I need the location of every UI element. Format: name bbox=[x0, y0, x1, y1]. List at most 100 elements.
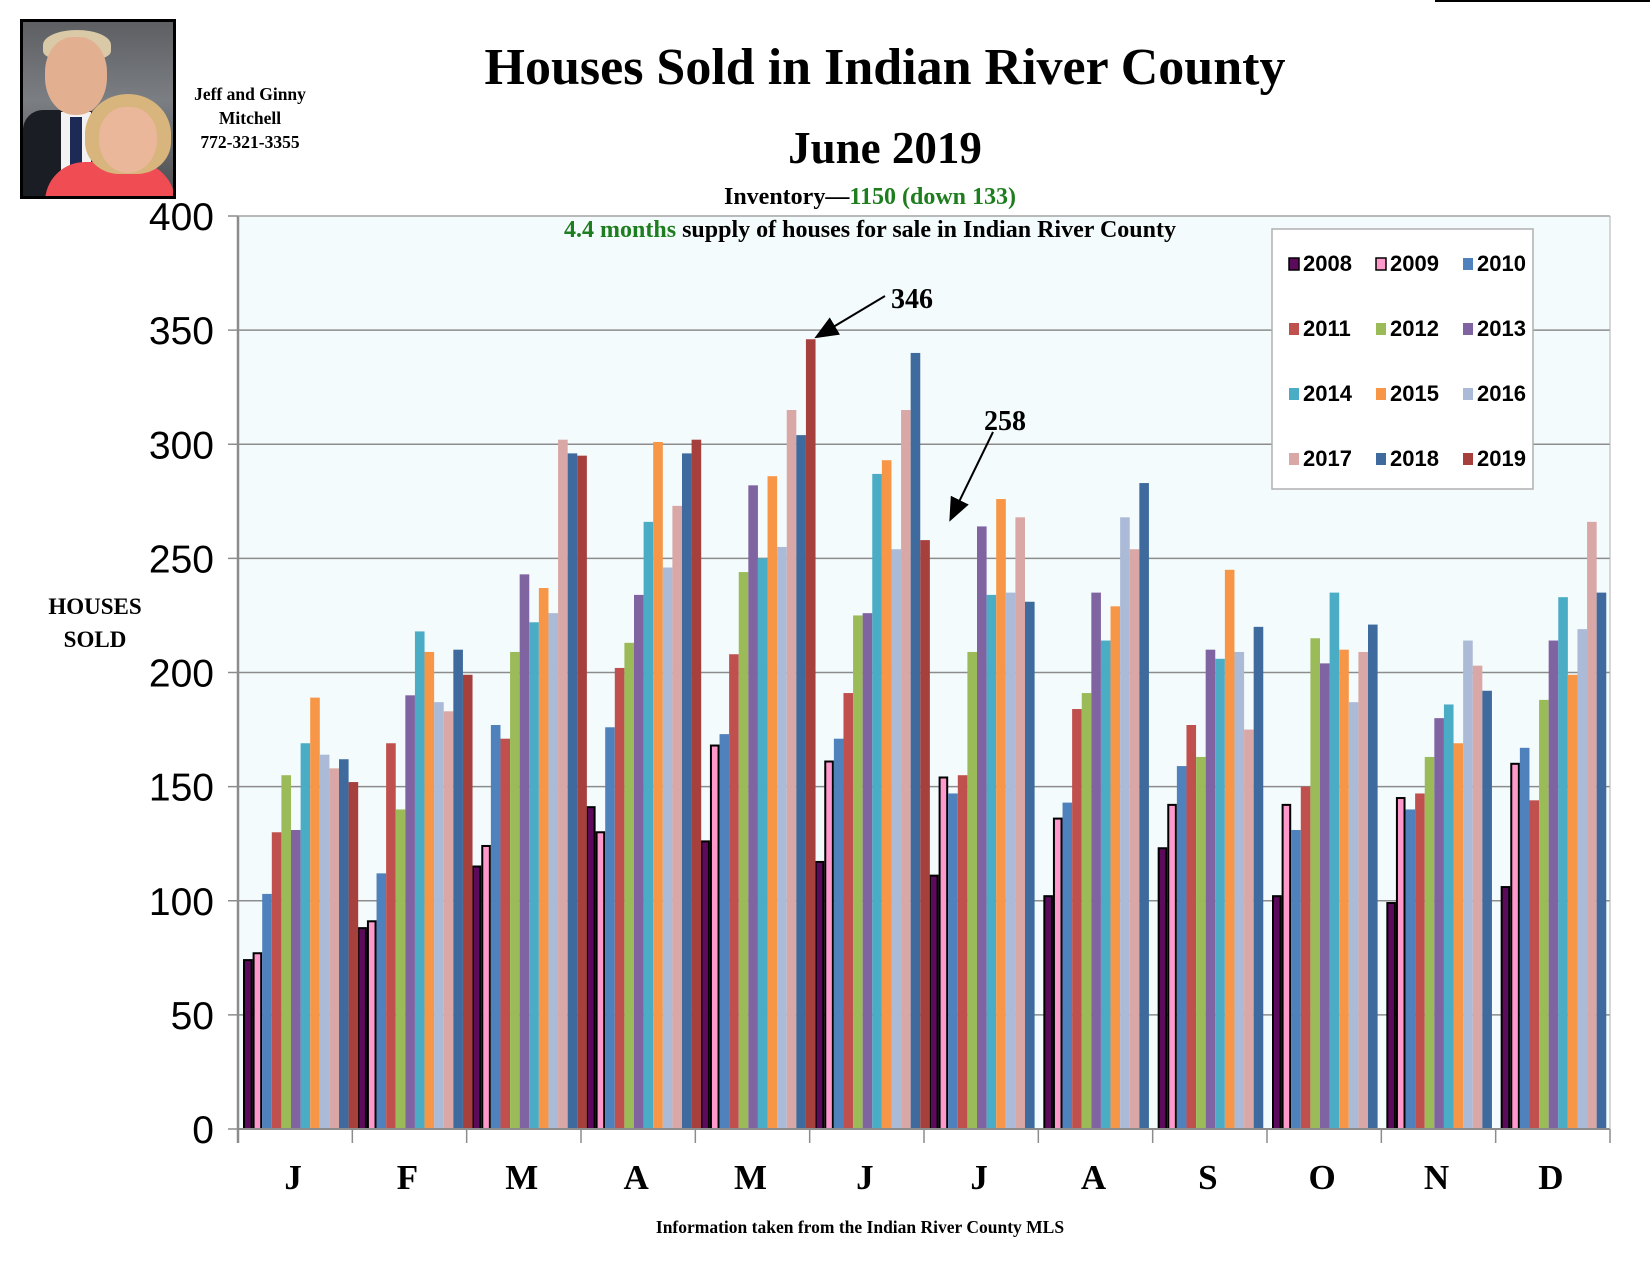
top-edge-line bbox=[1435, 0, 1650, 2]
bar-2018-10 bbox=[1482, 690, 1492, 1129]
legend-label-2009: 2009 bbox=[1390, 251, 1439, 276]
bar-2017-4 bbox=[786, 410, 797, 1129]
bar-2011-5 bbox=[843, 693, 854, 1129]
bar-2018-3 bbox=[682, 453, 692, 1129]
photo-man-tie bbox=[70, 117, 82, 172]
bar-2017-11 bbox=[1587, 521, 1597, 1129]
bar-2008-2 bbox=[471, 865, 482, 1130]
bar-2014-3 bbox=[643, 521, 654, 1129]
legend-swatch-2016 bbox=[1463, 388, 1473, 400]
bar-2012-0 bbox=[281, 775, 291, 1129]
bar-2015-10 bbox=[1453, 743, 1464, 1129]
bar-2012-10 bbox=[1424, 756, 1435, 1129]
bar-2016-5 bbox=[891, 549, 902, 1129]
legend-label-2018: 2018 bbox=[1390, 446, 1439, 471]
chart-subtitle: June 2019 bbox=[788, 123, 982, 173]
bar-2014-7 bbox=[1100, 640, 1111, 1129]
bar-2015-3 bbox=[653, 441, 663, 1129]
contact-phone: 772-321-3355 bbox=[200, 132, 300, 152]
x-tick-label: J bbox=[284, 1158, 302, 1197]
bar-2018-1 bbox=[453, 649, 463, 1129]
bar-2017-6 bbox=[1015, 517, 1025, 1129]
bar-2014-10 bbox=[1443, 704, 1454, 1129]
y-tick-label: 0 bbox=[192, 1109, 214, 1152]
supply-line: 4.4 months supply of houses for sale in … bbox=[400, 217, 1340, 244]
x-tick-label: S bbox=[1198, 1158, 1217, 1197]
bar-2009-5 bbox=[824, 760, 834, 1131]
bar-2015-6 bbox=[996, 499, 1006, 1129]
bar-2018-0 bbox=[339, 759, 349, 1129]
bar-2013-10 bbox=[1434, 718, 1444, 1129]
bar-2018-11 bbox=[1596, 592, 1607, 1129]
bar-2018-2 bbox=[567, 453, 578, 1129]
bar-2008-5 bbox=[814, 860, 825, 1130]
bar-2010-10 bbox=[1405, 809, 1416, 1129]
bar-2012-9 bbox=[1310, 638, 1320, 1129]
bar-2016-3 bbox=[662, 567, 673, 1129]
bar-2017-0 bbox=[329, 768, 339, 1129]
bar-2017-3 bbox=[672, 505, 682, 1129]
bar-2015-1 bbox=[424, 651, 435, 1129]
y-tick-label: 400 bbox=[149, 196, 214, 239]
bar-2010-1 bbox=[376, 873, 387, 1129]
bar-2010-11 bbox=[1519, 747, 1530, 1129]
bar-2011-2 bbox=[500, 738, 511, 1129]
bar-2008-11 bbox=[1500, 886, 1511, 1130]
bar-2012-4 bbox=[738, 572, 749, 1129]
bar-2008-3 bbox=[586, 806, 596, 1130]
bar-2010-0 bbox=[262, 893, 272, 1129]
bar-2013-7 bbox=[1091, 592, 1101, 1129]
bar-2013-0 bbox=[291, 829, 301, 1129]
bar-2012-6 bbox=[967, 651, 977, 1129]
bar-2009-6 bbox=[938, 776, 949, 1130]
bar-2009-11 bbox=[1510, 762, 1520, 1130]
bar-2010-4 bbox=[719, 734, 730, 1129]
bar-2013-1 bbox=[405, 695, 415, 1129]
bar-2012-5 bbox=[853, 615, 863, 1129]
bar-2019-4 bbox=[805, 339, 816, 1129]
supply-value: 4.4 months bbox=[564, 217, 677, 243]
bar-2017-10 bbox=[1472, 665, 1483, 1129]
agents-photo bbox=[20, 19, 176, 199]
bar-2017-2 bbox=[558, 439, 568, 1129]
bar-2013-2 bbox=[519, 574, 530, 1129]
legend-label-2011: 2011 bbox=[1303, 316, 1351, 341]
supply-text: supply of houses for sale in Indian Rive… bbox=[676, 217, 1176, 243]
bar-2011-10 bbox=[1415, 793, 1425, 1129]
bar-2018-4 bbox=[796, 435, 806, 1129]
bar-2009-3 bbox=[595, 831, 606, 1131]
bar-2013-3 bbox=[634, 594, 644, 1129]
bar-2018-5 bbox=[910, 352, 921, 1129]
y-tick-label: 300 bbox=[149, 424, 214, 467]
bar-2019-0 bbox=[348, 782, 359, 1129]
bar-2014-8 bbox=[1215, 658, 1225, 1129]
bar-2014-0 bbox=[300, 743, 311, 1129]
bar-2019-1 bbox=[462, 674, 473, 1129]
bar-2009-10 bbox=[1395, 797, 1406, 1130]
legend-label-2017: 2017 bbox=[1303, 446, 1352, 471]
bar-2016-2 bbox=[548, 613, 559, 1129]
axes bbox=[236, 215, 1611, 1143]
bar-2016-7 bbox=[1120, 517, 1130, 1129]
annotation-label: 258 bbox=[984, 406, 1026, 437]
bar-2015-8 bbox=[1224, 569, 1235, 1129]
bar-2018-9 bbox=[1368, 624, 1378, 1129]
bar-2014-2 bbox=[529, 622, 539, 1129]
bar-2014-4 bbox=[757, 558, 768, 1129]
annotations: 346 258 bbox=[814, 284, 1026, 522]
bar-2013-8 bbox=[1205, 649, 1216, 1129]
bar-2016-1 bbox=[434, 702, 444, 1129]
y-axis-label-line1: HOUSES bbox=[48, 594, 142, 619]
legend-label-2019: 2019 bbox=[1477, 446, 1526, 471]
bar-2008-6 bbox=[929, 874, 939, 1131]
bar-2010-7 bbox=[1062, 802, 1073, 1129]
legend-label-2010: 2010 bbox=[1477, 251, 1526, 276]
bar-2011-0 bbox=[271, 832, 282, 1129]
bar-2015-9 bbox=[1339, 649, 1349, 1129]
legend-swatch-2017 bbox=[1289, 453, 1299, 465]
bar-2012-1 bbox=[395, 809, 406, 1129]
bar-2009-9 bbox=[1281, 803, 1292, 1130]
x-tick-label: N bbox=[1424, 1158, 1449, 1197]
bar-2016-11 bbox=[1577, 629, 1588, 1129]
inventory-value: 1150 (down 133) bbox=[849, 184, 1017, 210]
